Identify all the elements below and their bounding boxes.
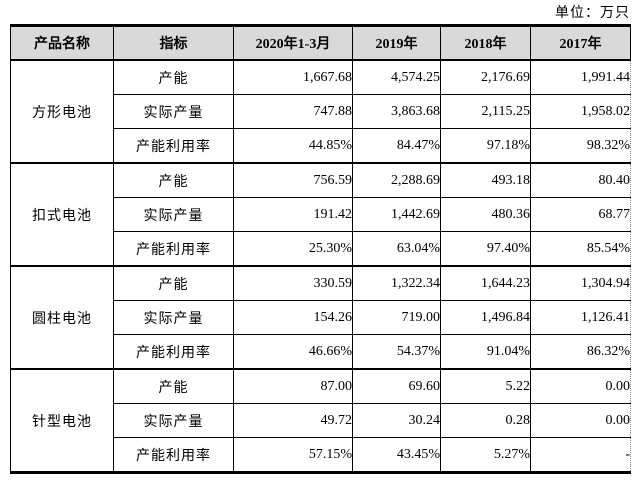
indicator-cell: 产能 [113, 59, 234, 95]
capacity-table: 产品名称 指标 2020年1-3月 2019年 2018年 2017年 方形电池… [10, 24, 631, 474]
value-cell: 5.22 [440, 368, 531, 404]
product-group-button: 扣式电池 产能 756.59 2,288.69 493.18 80.40 实际产… [10, 162, 631, 267]
value-cell: 84.47% [352, 128, 441, 164]
value-cell: 0.00 [530, 368, 631, 404]
value-cell: 1,304.94 [530, 265, 631, 301]
value-cell: 80.40 [530, 162, 631, 198]
table-row: 产能利用率 44.85% 84.47% 97.18% 98.32% [11, 128, 631, 164]
value-cell: 68.77 [530, 197, 631, 232]
value-cell: 57.15% [233, 437, 353, 474]
product-name-cell: 圆柱电池 [10, 265, 114, 370]
indicator-cell: 产能 [113, 368, 234, 404]
col-header-indicator: 指标 [113, 24, 234, 61]
product-group-cylindrical: 圆柱电池 产能 330.59 1,322.34 1,644.23 1,304.9… [10, 265, 631, 370]
value-cell: 97.40% [440, 231, 531, 267]
value-cell: 87.00 [233, 368, 353, 404]
value-cell: 154.26 [233, 300, 353, 335]
indicator-cell: 实际产量 [113, 403, 234, 438]
table-row: 产能利用率 46.66% 54.37% 91.04% 86.32% [11, 334, 631, 370]
value-cell: 1,322.34 [352, 265, 441, 301]
product-group-square: 方形电池 产能 1,667.68 4,574.25 2,176.69 1,991… [10, 59, 631, 164]
table-row: 实际产量 747.88 3,863.68 2,115.25 1,958.02 [11, 94, 631, 129]
product-group-needle: 针型电池 产能 87.00 69.60 5.22 0.00 实际产量 49.72… [10, 368, 631, 474]
value-cell: 3,863.68 [352, 94, 441, 129]
indicator-cell: 实际产量 [113, 197, 234, 232]
value-cell: 54.37% [352, 334, 441, 370]
value-cell: 85.54% [530, 231, 631, 267]
table-row: 实际产量 49.72 30.24 0.28 0.00 [11, 403, 631, 438]
value-cell: 1,442.69 [352, 197, 441, 232]
value-cell: 63.04% [352, 231, 441, 267]
value-cell: 2,288.69 [352, 162, 441, 198]
indicator-cell: 产能利用率 [113, 128, 234, 164]
value-cell: 756.59 [233, 162, 353, 198]
value-cell: 0.00 [530, 403, 631, 438]
value-cell: 30.24 [352, 403, 441, 438]
value-cell: 1,667.68 [233, 59, 353, 95]
value-cell: 1,644.23 [440, 265, 531, 301]
value-cell: 1,496.84 [440, 300, 531, 335]
table-row: 扣式电池 产能 756.59 2,288.69 493.18 80.40 [10, 162, 631, 267]
col-header-2018: 2018年 [440, 24, 531, 61]
col-header-2020q1: 2020年1-3月 [233, 24, 353, 61]
value-cell: 191.42 [233, 197, 353, 232]
indicator-cell: 产能 [113, 162, 234, 198]
value-cell: 98.32% [530, 128, 631, 164]
table-row: 产能利用率 57.15% 43.45% 5.27% - [11, 437, 631, 474]
value-cell: 69.60 [352, 368, 441, 404]
table-row: 方形电池 产能 1,667.68 4,574.25 2,176.69 1,991… [10, 59, 631, 164]
col-header-2017: 2017年 [530, 24, 631, 61]
value-cell: 49.72 [233, 403, 353, 438]
value-cell: - [530, 437, 631, 474]
indicator-cell: 实际产量 [113, 94, 234, 129]
value-cell: 44.85% [233, 128, 353, 164]
indicator-cell: 产能利用率 [113, 334, 234, 370]
indicator-cell: 产能利用率 [113, 437, 234, 474]
value-cell: 1,126.41 [530, 300, 631, 335]
value-cell: 91.04% [440, 334, 531, 370]
header-row: 产品名称 指标 2020年1-3月 2019年 2018年 2017年 [10, 24, 631, 61]
value-cell: 719.00 [352, 300, 441, 335]
value-cell: 1,991.44 [530, 59, 631, 95]
unit-label: 单位：万只 [555, 6, 630, 21]
value-cell: 747.88 [233, 94, 353, 129]
indicator-cell: 实际产量 [113, 300, 234, 335]
indicator-cell: 产能利用率 [113, 231, 234, 267]
value-cell: 5.27% [440, 437, 531, 474]
value-cell: 330.59 [233, 265, 353, 301]
value-cell: 97.18% [440, 128, 531, 164]
value-cell: 1,958.02 [530, 94, 631, 129]
product-name-cell: 扣式电池 [10, 162, 114, 267]
value-cell: 2,176.69 [440, 59, 531, 95]
col-header-2019: 2019年 [352, 24, 441, 61]
value-cell: 0.28 [440, 403, 531, 438]
table-row: 产能利用率 25.30% 63.04% 97.40% 85.54% [11, 231, 631, 267]
value-cell: 4,574.25 [352, 59, 441, 95]
value-cell: 480.36 [440, 197, 531, 232]
value-cell: 25.30% [233, 231, 353, 267]
value-cell: 2,115.25 [440, 94, 531, 129]
value-cell: 43.45% [352, 437, 441, 474]
table-row: 针型电池 产能 87.00 69.60 5.22 0.00 [10, 368, 631, 474]
table-row: 实际产量 191.42 1,442.69 480.36 68.77 [11, 197, 631, 232]
product-name-cell: 方形电池 [10, 59, 114, 164]
value-cell: 86.32% [530, 334, 631, 370]
indicator-cell: 产能 [113, 265, 234, 301]
product-name-cell: 针型电池 [10, 368, 114, 474]
table-row: 实际产量 154.26 719.00 1,496.84 1,126.41 [11, 300, 631, 335]
value-cell: 493.18 [440, 162, 531, 198]
col-header-product-name: 产品名称 [10, 24, 114, 61]
table-row: 圆柱电池 产能 330.59 1,322.34 1,644.23 1,304.9… [10, 265, 631, 370]
value-cell: 46.66% [233, 334, 353, 370]
